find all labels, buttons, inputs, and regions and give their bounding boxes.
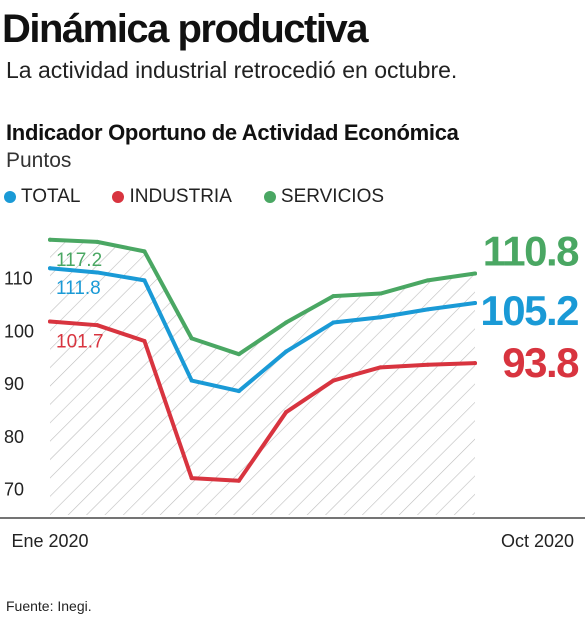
- end-value-label-total: 105.2: [480, 287, 578, 334]
- legend-item-total: TOTAL: [4, 186, 80, 208]
- y-tick-label: 70: [4, 480, 24, 500]
- data-point-industria: [331, 378, 336, 383]
- legend-dot-total: [4, 191, 16, 203]
- data-point-industria: [95, 323, 100, 328]
- data-point-total: [425, 307, 430, 312]
- y-tick-label: 80: [4, 427, 24, 447]
- data-point-servicios: [378, 291, 383, 296]
- data-point-total: [378, 315, 383, 320]
- legend-label-industria: INDUSTRIA: [129, 186, 232, 207]
- page-subtitle: La actividad industrial retrocedió en oc…: [6, 57, 458, 83]
- series-line-total: [48, 266, 477, 394]
- y-tick-label: 100: [4, 321, 34, 341]
- data-point-servicios: [284, 320, 289, 325]
- data-point-servicios: [425, 278, 430, 283]
- data-point-total: [236, 389, 241, 394]
- start-value-label-servicios: 117.2: [56, 250, 102, 271]
- data-point-industria: [378, 365, 383, 370]
- start-value-label-industria: 101.7: [56, 331, 104, 352]
- data-point-industria: [48, 319, 52, 324]
- data-point-servicios: [236, 352, 241, 357]
- data-point-servicios: [142, 249, 147, 254]
- data-point-industria: [189, 476, 194, 481]
- legend-label-total: TOTAL: [21, 186, 81, 207]
- legend-item-servicios: SERVICIOS: [263, 186, 385, 208]
- data-point-industria: [425, 362, 430, 367]
- legend-dot-servicios: [263, 191, 276, 203]
- hatched-area: [50, 239, 475, 515]
- legend-label-servicios: SERVICIOS: [280, 186, 385, 207]
- data-point-total: [142, 278, 147, 283]
- x-tick-label: Ene 2020: [11, 531, 88, 551]
- page-title: Dinámica productiva: [2, 7, 368, 51]
- data-point-servicios: [48, 237, 52, 242]
- series-line-industria: [48, 319, 477, 483]
- start-value-label-total: 111.8: [56, 278, 101, 299]
- data-point-industria: [473, 361, 477, 366]
- data-point-total: [48, 266, 52, 271]
- source-note: Fuente: Inegi.: [6, 598, 92, 614]
- y-tick-label: 110: [4, 269, 33, 289]
- data-point-servicios: [189, 336, 194, 341]
- end-value-label-industria: 93.8: [502, 339, 579, 386]
- data-point-total: [331, 320, 336, 325]
- data-point-servicios: [95, 239, 100, 244]
- data-point-total: [189, 378, 194, 383]
- x-tick-label: Oct 2020: [501, 531, 574, 551]
- chart-units: Puntos: [6, 149, 72, 172]
- chart-legend: TOTAL INDUSTRIA SERVICIOS: [4, 185, 416, 209]
- y-tick-label: 90: [4, 374, 24, 394]
- data-point-total: [473, 301, 477, 306]
- data-point-industria: [284, 410, 289, 415]
- data-point-industria: [142, 339, 147, 343]
- data-point-servicios: [473, 271, 477, 276]
- end-value-label-servicios: 110.8: [483, 228, 579, 275]
- data-point-total: [95, 270, 100, 275]
- data-point-total: [284, 349, 289, 354]
- line-chart: 70 80 90 100 110 Ene 2020 Oct 2020 111.8 101.7 11…: [0, 228, 585, 551]
- legend-item-industria: INDUSTRIA: [112, 186, 232, 208]
- data-point-servicios: [331, 294, 336, 299]
- chart-title: Indicador Oportuno de Actividad Económic…: [6, 120, 459, 145]
- legend-dot-industria: [112, 191, 125, 203]
- data-point-industria: [236, 478, 241, 483]
- series-line-servicios: [48, 237, 477, 357]
